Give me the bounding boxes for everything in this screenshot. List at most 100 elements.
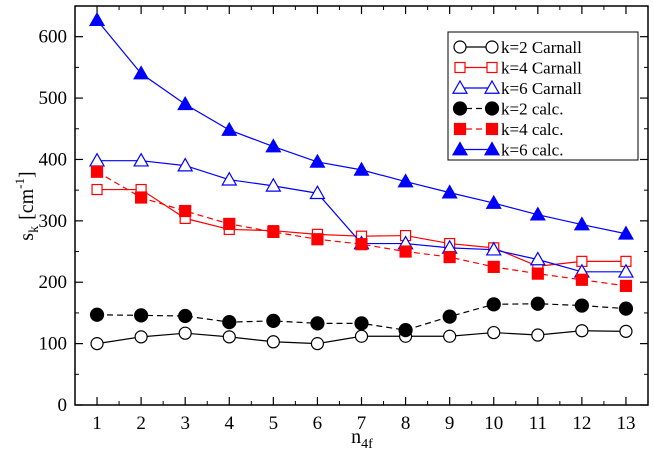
legend-marker: [483, 141, 501, 156]
x-tick-label: 1: [92, 413, 102, 434]
data-point: [177, 96, 194, 111]
series-line: [97, 188, 626, 267]
legend-marker: [451, 79, 469, 94]
legend-marker: [453, 40, 467, 54]
y-axis-label-unit: [cm: [16, 188, 38, 220]
data-point: [354, 316, 369, 331]
y-tick-label: 600: [39, 27, 68, 48]
data-point: [397, 173, 414, 188]
legend-label: k=2 calc.: [501, 100, 563, 119]
legend-marker: [484, 101, 500, 116]
x-tick-label: 12: [572, 413, 591, 434]
data-point: [265, 138, 282, 153]
legend-label: k=4 Carnall: [501, 59, 582, 78]
data-point: [618, 301, 634, 316]
series-5: [89, 11, 634, 240]
data-point: [134, 330, 148, 344]
data-point: [222, 330, 236, 344]
legend-entry: k=2 calc.: [452, 100, 563, 119]
data-point: [443, 329, 457, 343]
data-point: [221, 121, 238, 136]
x-tick-label: 7: [357, 413, 367, 434]
legend-label: k=2 Carnall: [501, 38, 582, 57]
data-point: [267, 225, 280, 238]
y-tick-label: 200: [39, 272, 68, 293]
legend-marker: [452, 101, 468, 116]
data-point: [134, 308, 149, 323]
x-tick-label: 13: [616, 413, 635, 434]
x-tick-label: 8: [401, 413, 411, 434]
x-tick-label: 3: [180, 413, 190, 434]
series-1: [91, 183, 632, 272]
legend-marker: [485, 40, 499, 54]
y-axis-label-main: s: [16, 233, 38, 241]
data-point: [485, 194, 502, 209]
data-point: [223, 217, 236, 231]
data-point: [178, 308, 193, 324]
data-point: [89, 152, 106, 167]
data-point: [89, 11, 106, 26]
data-point: [90, 165, 104, 178]
data-point: [399, 245, 412, 258]
series-0: [90, 324, 633, 351]
data-point: [353, 161, 370, 176]
data-point: [619, 324, 633, 338]
data-point: [487, 260, 500, 273]
data-point: [90, 337, 104, 351]
data-point: [265, 177, 282, 192]
legend-marker: [486, 61, 498, 74]
data-point: [177, 157, 194, 172]
x-axis-label-main: n: [351, 426, 361, 448]
data-point: [179, 204, 192, 218]
data-point: [309, 185, 326, 200]
x-tick-label: 10: [484, 413, 503, 434]
data-point: [222, 315, 237, 330]
legend-entry: k=2 Carnall: [453, 38, 582, 57]
data-point: [311, 233, 324, 246]
data-point: [266, 313, 281, 329]
legend-entry: k=6 calc.: [451, 141, 563, 160]
x-axis-label: n4f: [351, 426, 373, 452]
data-point: [266, 335, 280, 349]
legend-marker: [454, 61, 466, 74]
series-line: [96, 171, 627, 287]
data-point: [617, 263, 634, 278]
data-point: [355, 238, 368, 251]
data-point: [221, 171, 238, 186]
data-point: [487, 325, 501, 340]
legend-entry: k=4 calc.: [453, 120, 563, 139]
data-point: [531, 328, 545, 342]
svg-text:sk[cm-1]: sk [cm-1]: [12, 171, 42, 240]
data-point: [310, 337, 325, 351]
y-axis-label-close: ]: [16, 171, 38, 178]
legend-marker: [453, 122, 467, 136]
x-tick-label: 5: [269, 413, 279, 434]
legend-box: [447, 31, 639, 161]
y-tick-label: 100: [39, 334, 68, 355]
legend-marker: [451, 141, 469, 156]
x-tick-label: 9: [445, 413, 455, 434]
x-tick-label: 6: [313, 413, 323, 434]
legend-marker: [485, 122, 499, 136]
series-3: [89, 296, 634, 338]
data-point: [529, 206, 546, 221]
legend-marker: [483, 79, 501, 94]
data-point: [354, 329, 369, 343]
x-tick-label: 4: [225, 413, 235, 434]
data-point: [575, 273, 588, 286]
data-point: [91, 183, 103, 196]
data-point: [135, 191, 148, 204]
y-axis-label: sk [cm-1]: [12, 171, 42, 240]
data-point: [530, 296, 545, 311]
y-tick-label: 400: [39, 149, 68, 170]
data-point: [529, 251, 546, 266]
x-axis-label-sub: 4f: [361, 437, 373, 452]
y-tick-label: 500: [39, 88, 68, 109]
data-point: [573, 216, 590, 231]
data-point: [133, 65, 150, 80]
data-point: [310, 316, 325, 331]
x-tick-label: 11: [529, 413, 547, 434]
x-tick-label: 2: [136, 413, 146, 434]
y-axis-label-exp: -1: [12, 178, 27, 189]
